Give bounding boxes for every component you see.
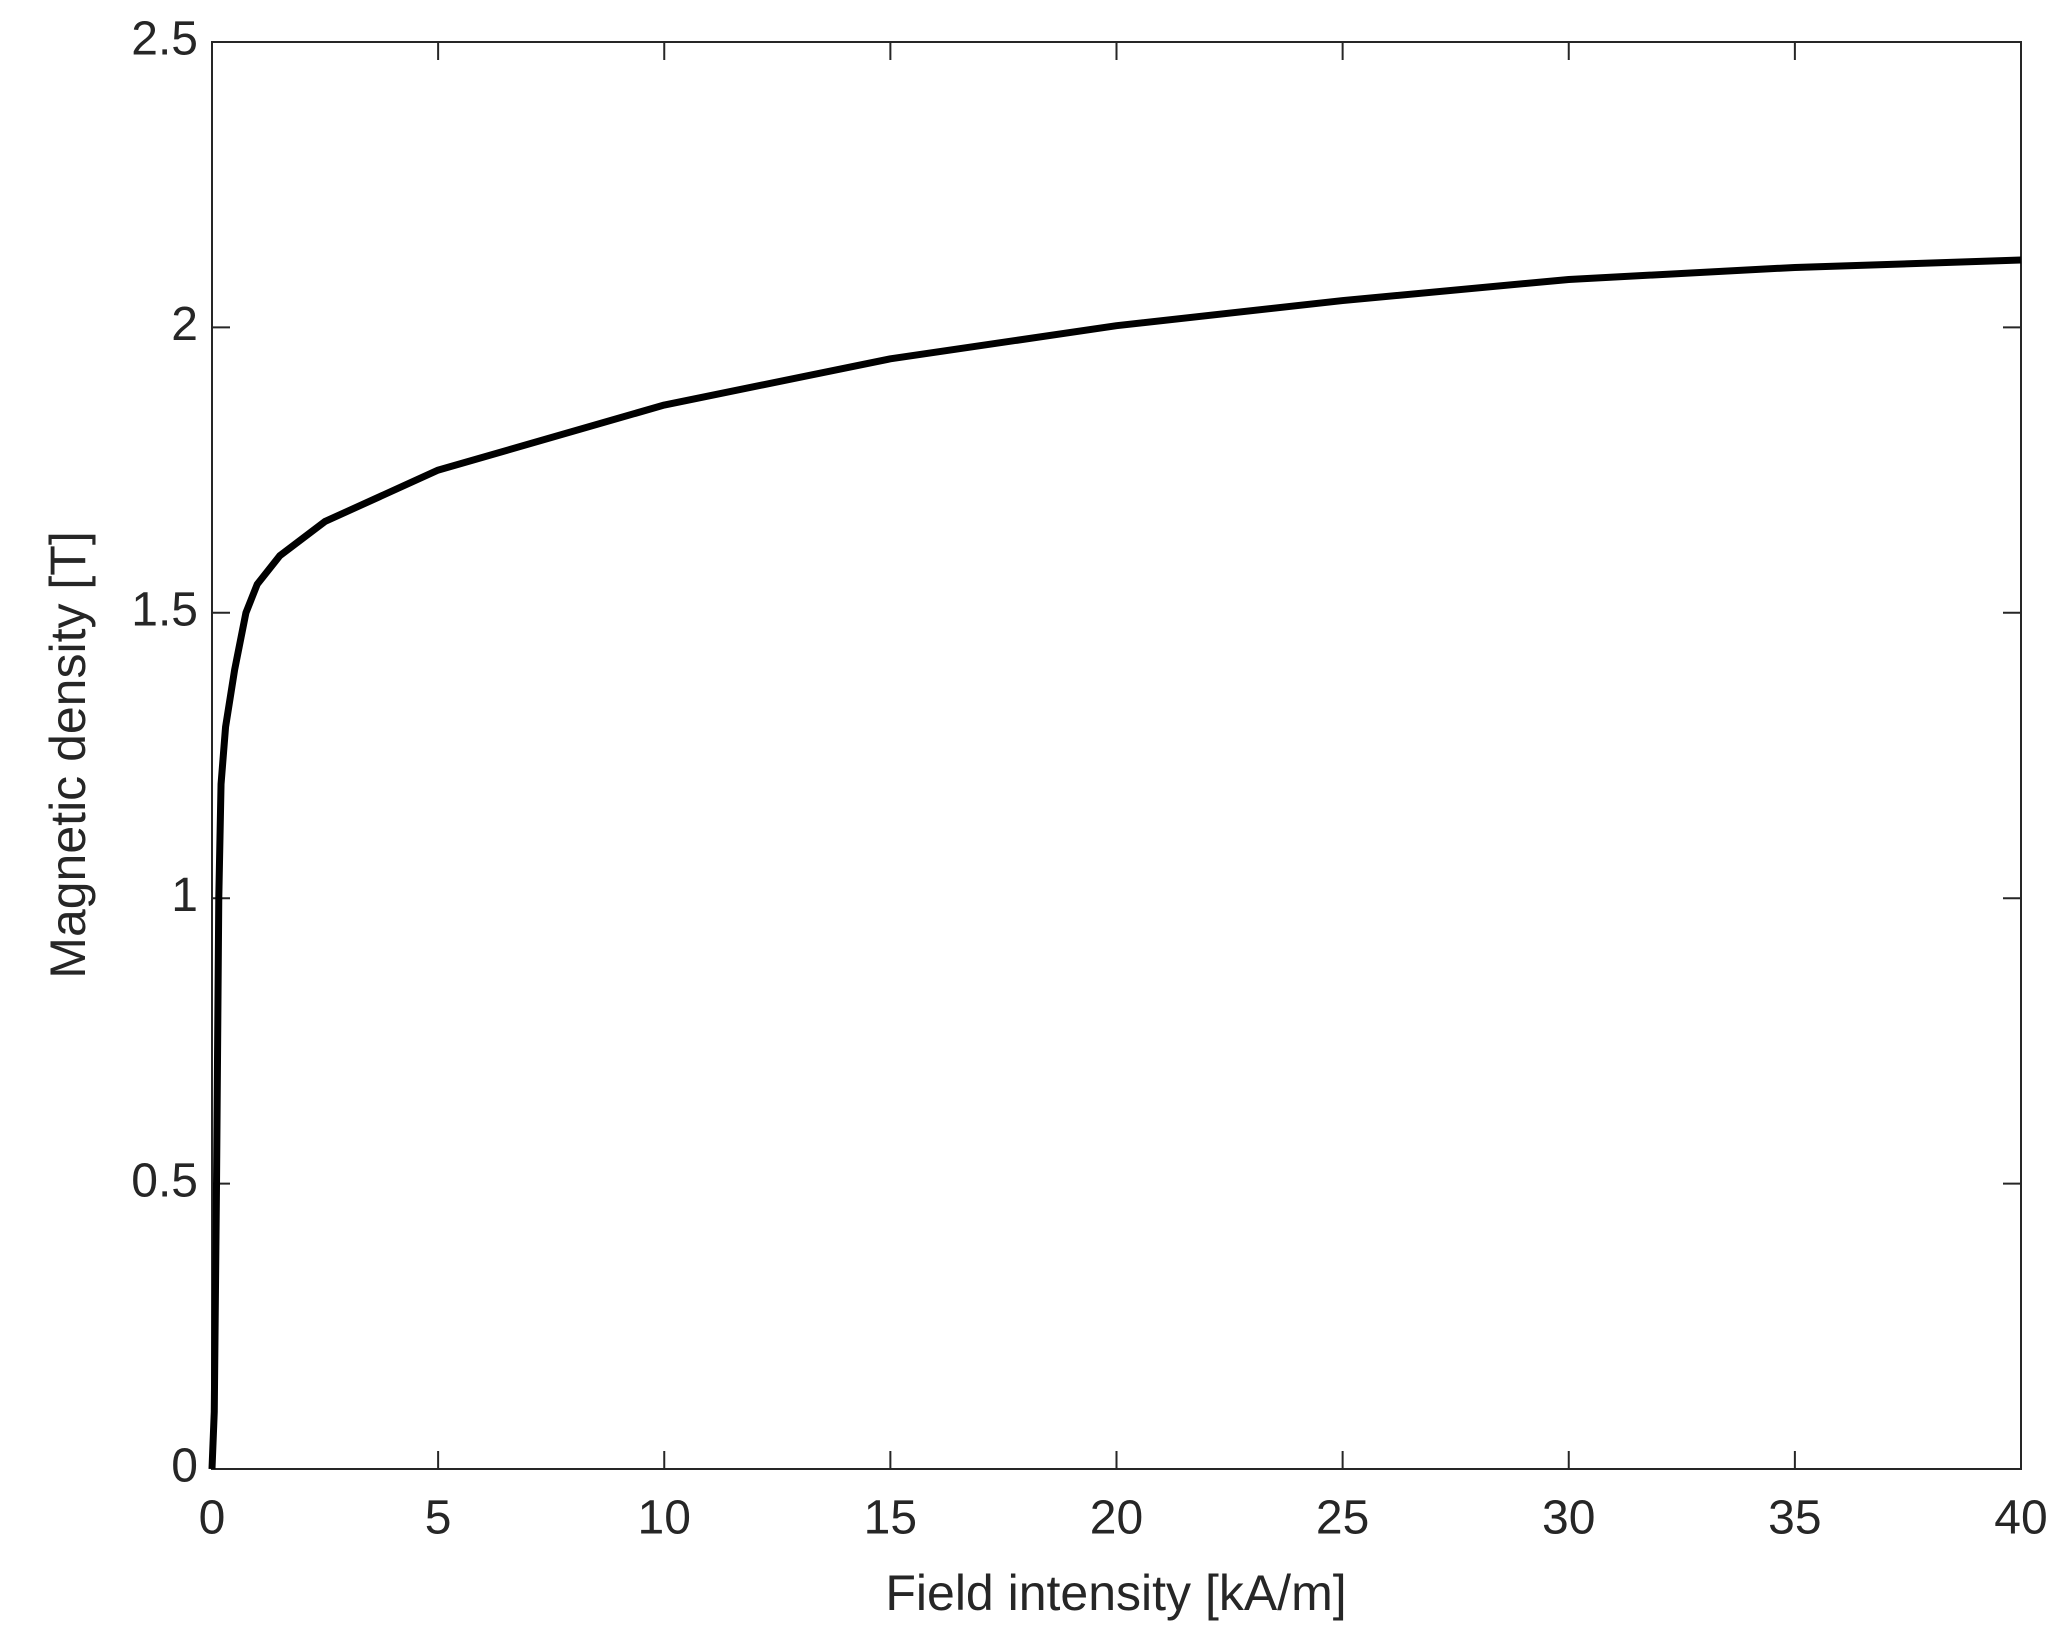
x-tick-label: 25 (1316, 1492, 1369, 1545)
y-tick-label: 0.5 (131, 1154, 198, 1207)
y-tick-label: 1.5 (131, 583, 198, 636)
y-tick-label: 1 (171, 869, 198, 922)
y-tick-label: 2.5 (131, 13, 198, 66)
y-axis-title: Magnetic density [T] (40, 531, 96, 978)
plot-area (211, 41, 2022, 1470)
x-axis-title: Field intensity [kA/m] (885, 1565, 1346, 1621)
x-tick-label: 40 (1994, 1492, 2047, 1545)
y-tick-label: 0 (171, 1440, 198, 1493)
x-tick-label: 0 (199, 1492, 226, 1545)
x-tick-label: 35 (1768, 1492, 1821, 1545)
x-tick-label: 20 (1090, 1492, 1143, 1545)
y-tick-label: 2 (171, 298, 198, 351)
x-tick-label: 5 (425, 1492, 452, 1545)
x-tick-label: 15 (864, 1492, 917, 1545)
data-line (208, 256, 2022, 1470)
x-tick-label: 10 (638, 1492, 691, 1545)
x-tick-label: 30 (1542, 1492, 1595, 1545)
